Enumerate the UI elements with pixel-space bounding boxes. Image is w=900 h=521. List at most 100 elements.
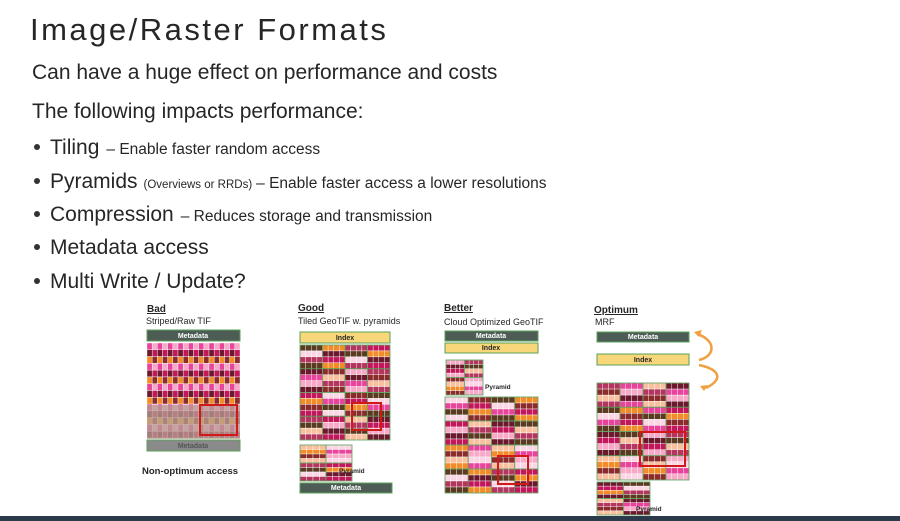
tile [339, 416, 346, 423]
tile [671, 425, 678, 432]
tile [602, 443, 609, 450]
tile [531, 486, 539, 494]
tile [596, 400, 603, 408]
tile [332, 476, 340, 482]
tile [311, 421, 318, 429]
tile [654, 382, 661, 390]
tile [167, 363, 174, 371]
tile [177, 376, 184, 384]
tile [677, 382, 684, 390]
tile [479, 402, 486, 410]
tile [520, 408, 527, 416]
tile [445, 368, 451, 374]
tile [305, 410, 312, 417]
tile [497, 486, 504, 494]
tile [619, 443, 626, 450]
tile [491, 462, 498, 470]
tile [450, 377, 456, 383]
tile [485, 402, 492, 410]
tile [333, 368, 340, 375]
tile [344, 421, 351, 429]
tile [462, 408, 469, 416]
tile [660, 388, 667, 396]
tile [596, 473, 603, 481]
tile [367, 410, 374, 417]
tile [327, 398, 334, 405]
tile [162, 376, 168, 384]
tile [305, 344, 312, 352]
tile [648, 473, 655, 481]
tile [462, 462, 469, 470]
tile [229, 356, 236, 364]
tile [367, 392, 374, 399]
tile [614, 413, 621, 420]
tile [172, 349, 179, 357]
tile [444, 462, 452, 470]
tile [596, 481, 604, 487]
bar-label: Index [336, 335, 354, 342]
tile [508, 432, 515, 440]
tile [299, 458, 307, 464]
tile [462, 414, 469, 422]
tile [208, 376, 215, 384]
tile [177, 369, 184, 378]
tile [450, 372, 456, 378]
tile [219, 363, 225, 371]
tile [322, 392, 329, 399]
tile [177, 349, 184, 357]
tile [384, 398, 391, 405]
tile [198, 397, 205, 405]
tile [502, 396, 510, 404]
tile [146, 342, 153, 350]
tile [305, 427, 312, 435]
tile [491, 402, 498, 410]
tile [473, 390, 479, 396]
tile [450, 444, 457, 452]
tile [229, 383, 236, 391]
tile [177, 356, 184, 364]
tile [367, 368, 374, 375]
bar-label: Metadata [178, 333, 208, 340]
tile [182, 356, 189, 364]
tile [344, 344, 351, 352]
tile [455, 390, 461, 396]
tile [462, 432, 469, 440]
tile [157, 363, 163, 371]
tile [619, 400, 626, 408]
tile [378, 386, 385, 393]
tile [361, 392, 368, 399]
tile [608, 407, 615, 414]
tile [312, 467, 320, 473]
tile [660, 382, 667, 390]
tile [345, 444, 353, 450]
tile [603, 502, 611, 507]
tile [479, 438, 486, 446]
tile [660, 425, 667, 432]
tile [623, 490, 631, 495]
tile [608, 473, 615, 481]
tile [445, 359, 451, 365]
tile [629, 481, 637, 487]
tile [384, 410, 391, 417]
tile [629, 494, 637, 499]
tile [172, 369, 179, 378]
tile [514, 420, 521, 428]
tile [491, 414, 498, 422]
tile [619, 413, 626, 420]
tile [479, 486, 486, 494]
tile [462, 396, 469, 404]
tile [316, 433, 323, 441]
tile [333, 374, 340, 381]
tile [610, 502, 618, 507]
tile [344, 392, 351, 399]
tile [631, 394, 638, 402]
tile [450, 426, 457, 434]
bar-label: Index [634, 357, 652, 364]
diagram-caption: MRF [595, 317, 615, 327]
tile [473, 386, 479, 391]
tile [654, 388, 661, 396]
tile [345, 458, 353, 464]
tile [306, 453, 314, 459]
tile [299, 398, 306, 405]
tile [312, 462, 320, 468]
